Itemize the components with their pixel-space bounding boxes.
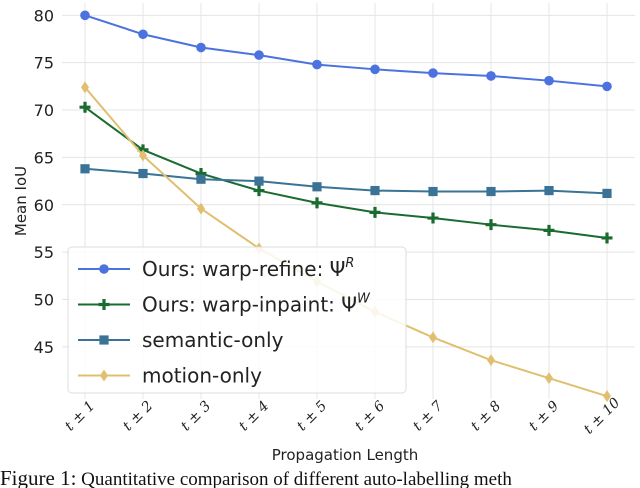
data-point bbox=[369, 206, 381, 218]
data-point bbox=[485, 219, 497, 231]
caption-text: Quantitative comparison of different aut… bbox=[81, 469, 512, 488]
x-tick-label: t ± 5 bbox=[294, 398, 330, 434]
data-point bbox=[544, 75, 554, 86]
y-tick-label: 55 bbox=[34, 243, 54, 262]
series-ours-warp-refine bbox=[80, 10, 612, 92]
caption-label: Figure 1: bbox=[0, 466, 77, 488]
data-point bbox=[603, 390, 611, 403]
x-tick-label: t ± 2 bbox=[120, 398, 156, 434]
x-tick-label: t ± 7 bbox=[410, 398, 446, 434]
data-point bbox=[370, 185, 380, 196]
data-point bbox=[253, 185, 265, 197]
series-line bbox=[84, 167, 608, 195]
data-point bbox=[138, 29, 148, 40]
legend: Ours: warp-refine: ΨR Ours: warp-inpaint:… bbox=[67, 246, 407, 394]
legend-box bbox=[67, 246, 407, 394]
y-tick-label: 80 bbox=[34, 6, 54, 25]
y-tick-label: 70 bbox=[34, 101, 54, 120]
data-point bbox=[312, 59, 322, 70]
data-point bbox=[80, 164, 90, 174]
legend-entries: Ours: warp-refine: ΨR Ours: warp-inpaint:… bbox=[78, 256, 371, 388]
legend-marker bbox=[98, 299, 110, 310]
data-point bbox=[79, 101, 91, 113]
legend-label: semantic-only bbox=[142, 328, 284, 352]
x-tick-label: t ± 1 bbox=[62, 398, 98, 434]
x-tick-label: t ± 3 bbox=[178, 398, 214, 434]
data-point bbox=[139, 149, 147, 162]
data-point bbox=[602, 188, 612, 199]
data-point bbox=[196, 42, 206, 53]
series-line bbox=[84, 14, 608, 88]
legend-marker bbox=[99, 335, 109, 345]
data-point bbox=[601, 232, 613, 244]
y-tick-label: 65 bbox=[34, 148, 54, 167]
legend-label-superscript: W bbox=[357, 292, 371, 307]
x-axis-ticks: t ± 1 t ± 2 t ± 3 t ± 4 t ± 5 t ± 6 t ± 7 t ± 8… bbox=[62, 395, 623, 438]
y-tick-label: 75 bbox=[34, 54, 54, 73]
data-point bbox=[543, 224, 555, 236]
x-tick-label: t ± 9 bbox=[526, 398, 562, 434]
data-point bbox=[428, 186, 438, 197]
x-tick-label: t ± 8 bbox=[468, 398, 504, 434]
data-point bbox=[602, 81, 612, 92]
legend-marker bbox=[100, 369, 108, 382]
legend-label: motion-only bbox=[142, 364, 262, 388]
data-point bbox=[138, 168, 148, 179]
y-axis-label: Mean IoU bbox=[12, 166, 30, 236]
x-tick-label: t ± 10 bbox=[581, 395, 624, 438]
data-point bbox=[80, 10, 90, 21]
x-tick-label: t ± 6 bbox=[352, 398, 388, 434]
data-point bbox=[254, 50, 264, 60]
data-point bbox=[254, 176, 264, 186]
data-point bbox=[486, 186, 496, 197]
legend-marker bbox=[99, 264, 109, 274]
data-point bbox=[486, 71, 496, 81]
data-point bbox=[81, 81, 89, 94]
data-point bbox=[545, 372, 553, 385]
data-point bbox=[429, 331, 437, 344]
y-tick-label: 50 bbox=[34, 291, 54, 310]
data-point bbox=[311, 197, 323, 209]
y-axis-ticks: 45 50 55 60 65 70 75 80 bbox=[34, 6, 54, 357]
x-axis-label: Propagation Length bbox=[272, 446, 418, 464]
series-ours-warp-inpaint bbox=[79, 101, 613, 244]
legend-label: Ours: warp-inpaint: ΨW bbox=[142, 292, 371, 317]
data-point bbox=[196, 174, 206, 184]
data-point bbox=[427, 212, 439, 224]
legend-label: Ours: warp-refine: ΨR bbox=[142, 256, 354, 281]
data-point bbox=[370, 64, 380, 75]
data-point bbox=[197, 202, 205, 215]
figure-caption: Figure 1: Quantitative comparison of dif… bbox=[0, 466, 640, 488]
x-tick-label: t ± 4 bbox=[236, 398, 272, 434]
y-tick-label: 45 bbox=[34, 338, 54, 357]
data-point bbox=[428, 68, 438, 78]
data-point bbox=[544, 185, 554, 196]
legend-label-superscript: R bbox=[345, 256, 354, 271]
y-tick-label: 60 bbox=[34, 196, 54, 215]
series-semantic-only bbox=[80, 164, 612, 199]
data-point bbox=[312, 182, 322, 192]
data-point bbox=[487, 354, 495, 367]
series-line bbox=[84, 106, 608, 239]
